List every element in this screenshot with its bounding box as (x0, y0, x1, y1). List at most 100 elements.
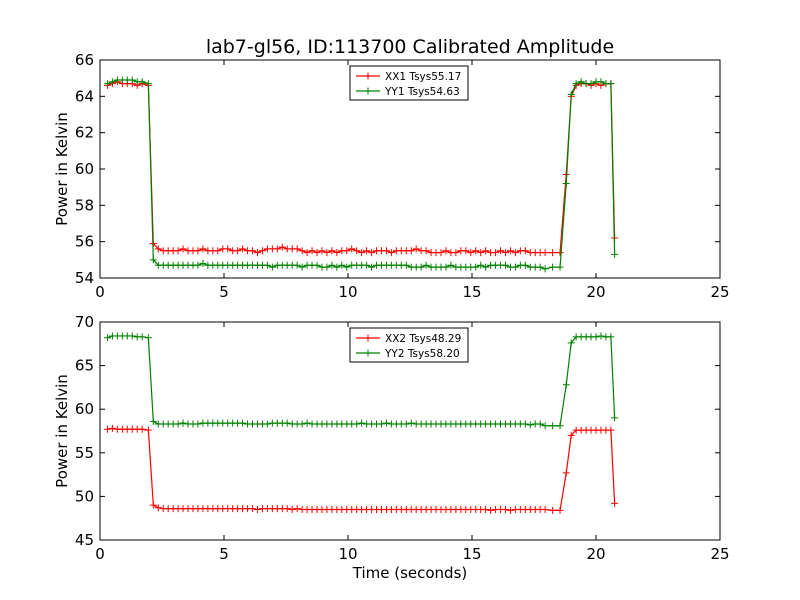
y-tick-label: 58 (75, 196, 94, 214)
y-tick-label: 66 (75, 51, 94, 69)
data-point (556, 422, 564, 430)
y-tick-label: 55 (75, 444, 94, 462)
y-tick-label: 65 (75, 357, 94, 375)
data-point (368, 263, 376, 271)
data-point (541, 249, 549, 257)
legend-marker (364, 334, 372, 342)
data-point (497, 247, 505, 255)
x-tick-label: 5 (219, 545, 229, 563)
data-point (363, 261, 371, 269)
data-point (437, 249, 445, 257)
data-point (541, 505, 549, 513)
data-point (577, 78, 585, 86)
data-point (273, 245, 281, 253)
data-point (549, 422, 557, 430)
x-tick-label: 0 (95, 545, 105, 563)
data-point (149, 256, 157, 264)
x-tick-label: 20 (586, 545, 605, 563)
data-point (298, 263, 306, 271)
data-point (138, 333, 146, 341)
legend: XX2 Tsys48.29 YY2 Tsys58.20 (349, 327, 469, 363)
data-point (447, 261, 455, 269)
series-line (107, 81, 616, 254)
x-tick-label: 25 (710, 283, 729, 301)
data-point (467, 249, 475, 257)
data-point (536, 263, 544, 271)
chart-title: lab7-gl56, ID:113700 Calibrated Amplitud… (206, 36, 614, 58)
data-point (154, 504, 162, 512)
x-tick-label: 15 (462, 283, 481, 301)
data-point (556, 263, 564, 271)
y-tick-label: 62 (75, 124, 94, 142)
y-tick-label: 54 (75, 269, 94, 287)
x-tick-label: 25 (710, 545, 729, 563)
data-point (556, 249, 564, 257)
data-point (607, 333, 615, 341)
data-point (353, 420, 361, 428)
data-point (348, 245, 356, 253)
legend-label: XX1 Tsys55.17 (385, 71, 461, 83)
data-point (108, 78, 116, 86)
y-tick-label: 70 (75, 313, 94, 331)
data-point (549, 263, 557, 271)
data-point (138, 425, 146, 433)
data-point (323, 249, 331, 257)
data-point (477, 249, 485, 257)
data-point (492, 249, 500, 257)
data-point (477, 261, 485, 269)
x-tick-label: 15 (462, 545, 481, 563)
data-point (607, 80, 615, 88)
data-point (174, 420, 182, 428)
data-point (298, 247, 306, 255)
data-point (234, 247, 242, 255)
data-point (382, 247, 390, 255)
data-point (482, 263, 490, 271)
data-point (442, 263, 450, 271)
data-point (328, 247, 336, 255)
data-point (144, 80, 152, 88)
data-point (562, 469, 570, 477)
data-point (268, 263, 276, 271)
data-point (108, 424, 116, 432)
data-point (549, 249, 557, 257)
data-point (521, 420, 529, 428)
data-point (318, 247, 326, 255)
data-point (511, 249, 519, 257)
data-point (506, 247, 514, 255)
data-point (179, 245, 187, 253)
legend-marker (364, 72, 372, 80)
data-point (343, 247, 351, 255)
data-point (283, 419, 291, 427)
data-point (214, 247, 222, 255)
data-point (313, 261, 321, 269)
y-tick-label: 60 (75, 160, 94, 178)
data-point (556, 506, 564, 514)
data-point (179, 419, 187, 427)
data-point (239, 245, 247, 253)
data-point (402, 420, 410, 428)
data-point (253, 505, 261, 513)
data-point (382, 419, 390, 427)
data-point (144, 334, 152, 342)
data-point (597, 332, 605, 340)
data-point (363, 247, 371, 255)
data-point (258, 247, 266, 255)
x-tick-label: 10 (338, 545, 357, 563)
y-tick-label: 64 (75, 87, 94, 105)
data-point (333, 249, 341, 257)
data-point (597, 78, 605, 86)
data-point (521, 261, 529, 269)
data-point (288, 505, 296, 513)
data-point (472, 247, 480, 255)
data-point (487, 506, 495, 514)
data-point (501, 505, 509, 513)
top-panel: 0 5 10 15 20 25 54 56 58 60 62 64 66 Power in Kelvin X… (53, 51, 730, 301)
data-point (462, 247, 470, 255)
legend: XX1 Tsys55.17 YY1 Tsys54.63 (349, 65, 469, 101)
data-point (174, 247, 182, 255)
data-point (506, 506, 514, 514)
x-tick-label: 5 (219, 283, 229, 301)
series-line (107, 427, 616, 511)
data-point (402, 261, 410, 269)
